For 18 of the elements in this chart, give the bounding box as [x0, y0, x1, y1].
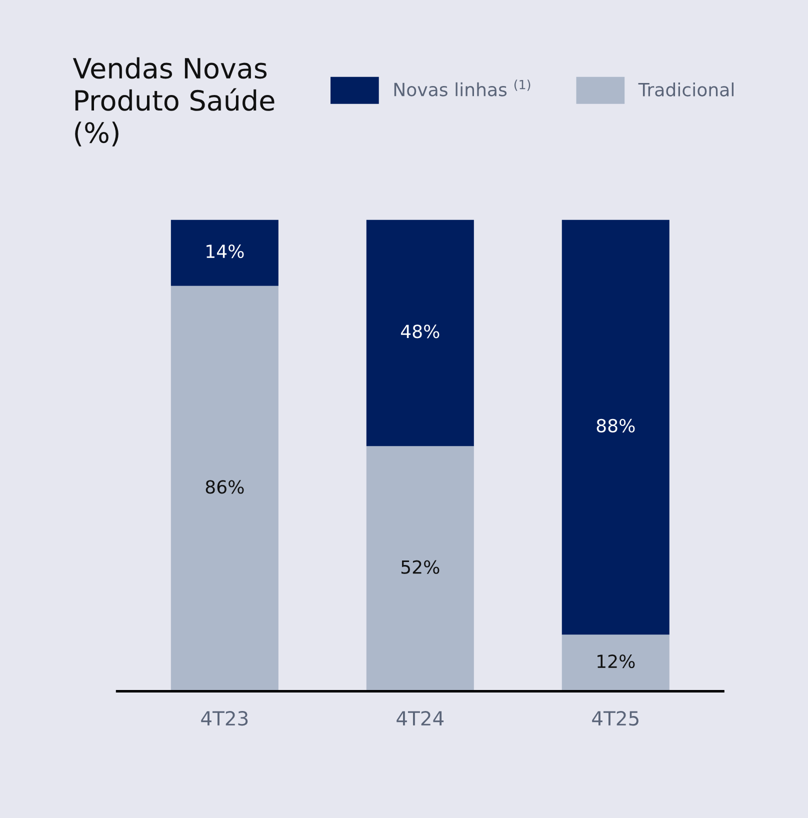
data-label: 86%	[206, 480, 244, 494]
data-label: 12%	[598, 654, 635, 668]
data-label: 52%	[401, 560, 440, 574]
bar	[562, 220, 670, 635]
data-label: 14%	[206, 244, 244, 258]
bar	[366, 446, 474, 692]
bar	[170, 286, 278, 692]
data-label: 48%	[400, 324, 440, 338]
bar	[366, 220, 474, 446]
x-tick-label: 4T25	[592, 711, 638, 726]
bar	[170, 220, 278, 286]
legend-label: Tradicional	[638, 82, 734, 96]
data-label: 88%	[596, 418, 635, 433]
chart-title: Vendas Novas Produto Saúde (%)	[72, 57, 274, 146]
legend-label: Novas linhas $^{(1)}$	[394, 80, 530, 96]
x-tick-label: 4T24	[396, 711, 444, 726]
x-tick-label: 4T23	[201, 711, 248, 726]
bar	[562, 634, 670, 692]
